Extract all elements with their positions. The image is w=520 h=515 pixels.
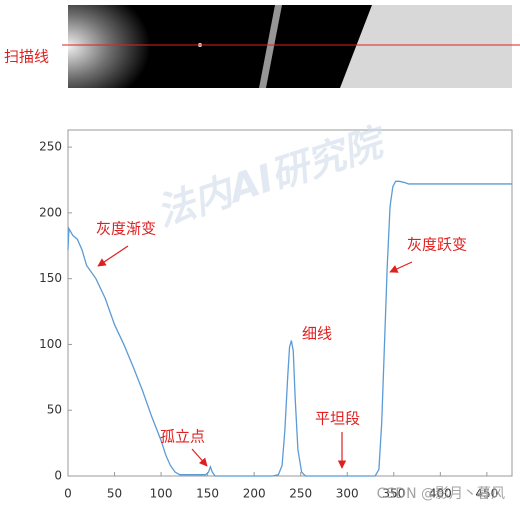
y-tick-label: 250 [39,140,62,154]
annotation: 灰度跃变 [407,236,467,254]
x-tick-label: 400 [429,487,452,501]
x-tick-label: 450 [475,487,498,501]
scan-image: 扫描线 [4,5,520,88]
plot-frame [67,129,513,477]
annotation: 灰度渐变 [96,220,156,238]
y-tick-label: 0 [54,469,62,483]
y-tick-label: 150 [39,271,62,285]
image-label: 扫描线 [4,48,49,66]
x-tick-label: 200 [243,487,266,501]
annotation: 细线 [302,325,332,343]
y-tick-label: 200 [39,205,62,219]
annotation: 孤立点 [160,428,205,446]
x-tick-label: 150 [196,487,219,501]
annotation-arrow [389,261,413,273]
data-line [67,180,512,477]
annotation-arrow [97,245,129,267]
annotation-arrow [191,448,208,467]
watermark: CSDN @影月丶暮风 [377,486,505,502]
x-tick-label: 50 [107,487,122,501]
y-tick-label: 100 [39,337,62,351]
annotation: 平坦段 [315,410,360,428]
x-tick-label: 250 [289,487,312,501]
x-tick-label: 0 [64,487,72,501]
watermark: 法内AI研究院 [151,119,392,235]
x-tick-label: 100 [150,487,173,501]
y-tick-label: 50 [47,403,62,417]
x-tick-label: 300 [336,487,359,501]
x-tick-label: 350 [382,487,405,501]
